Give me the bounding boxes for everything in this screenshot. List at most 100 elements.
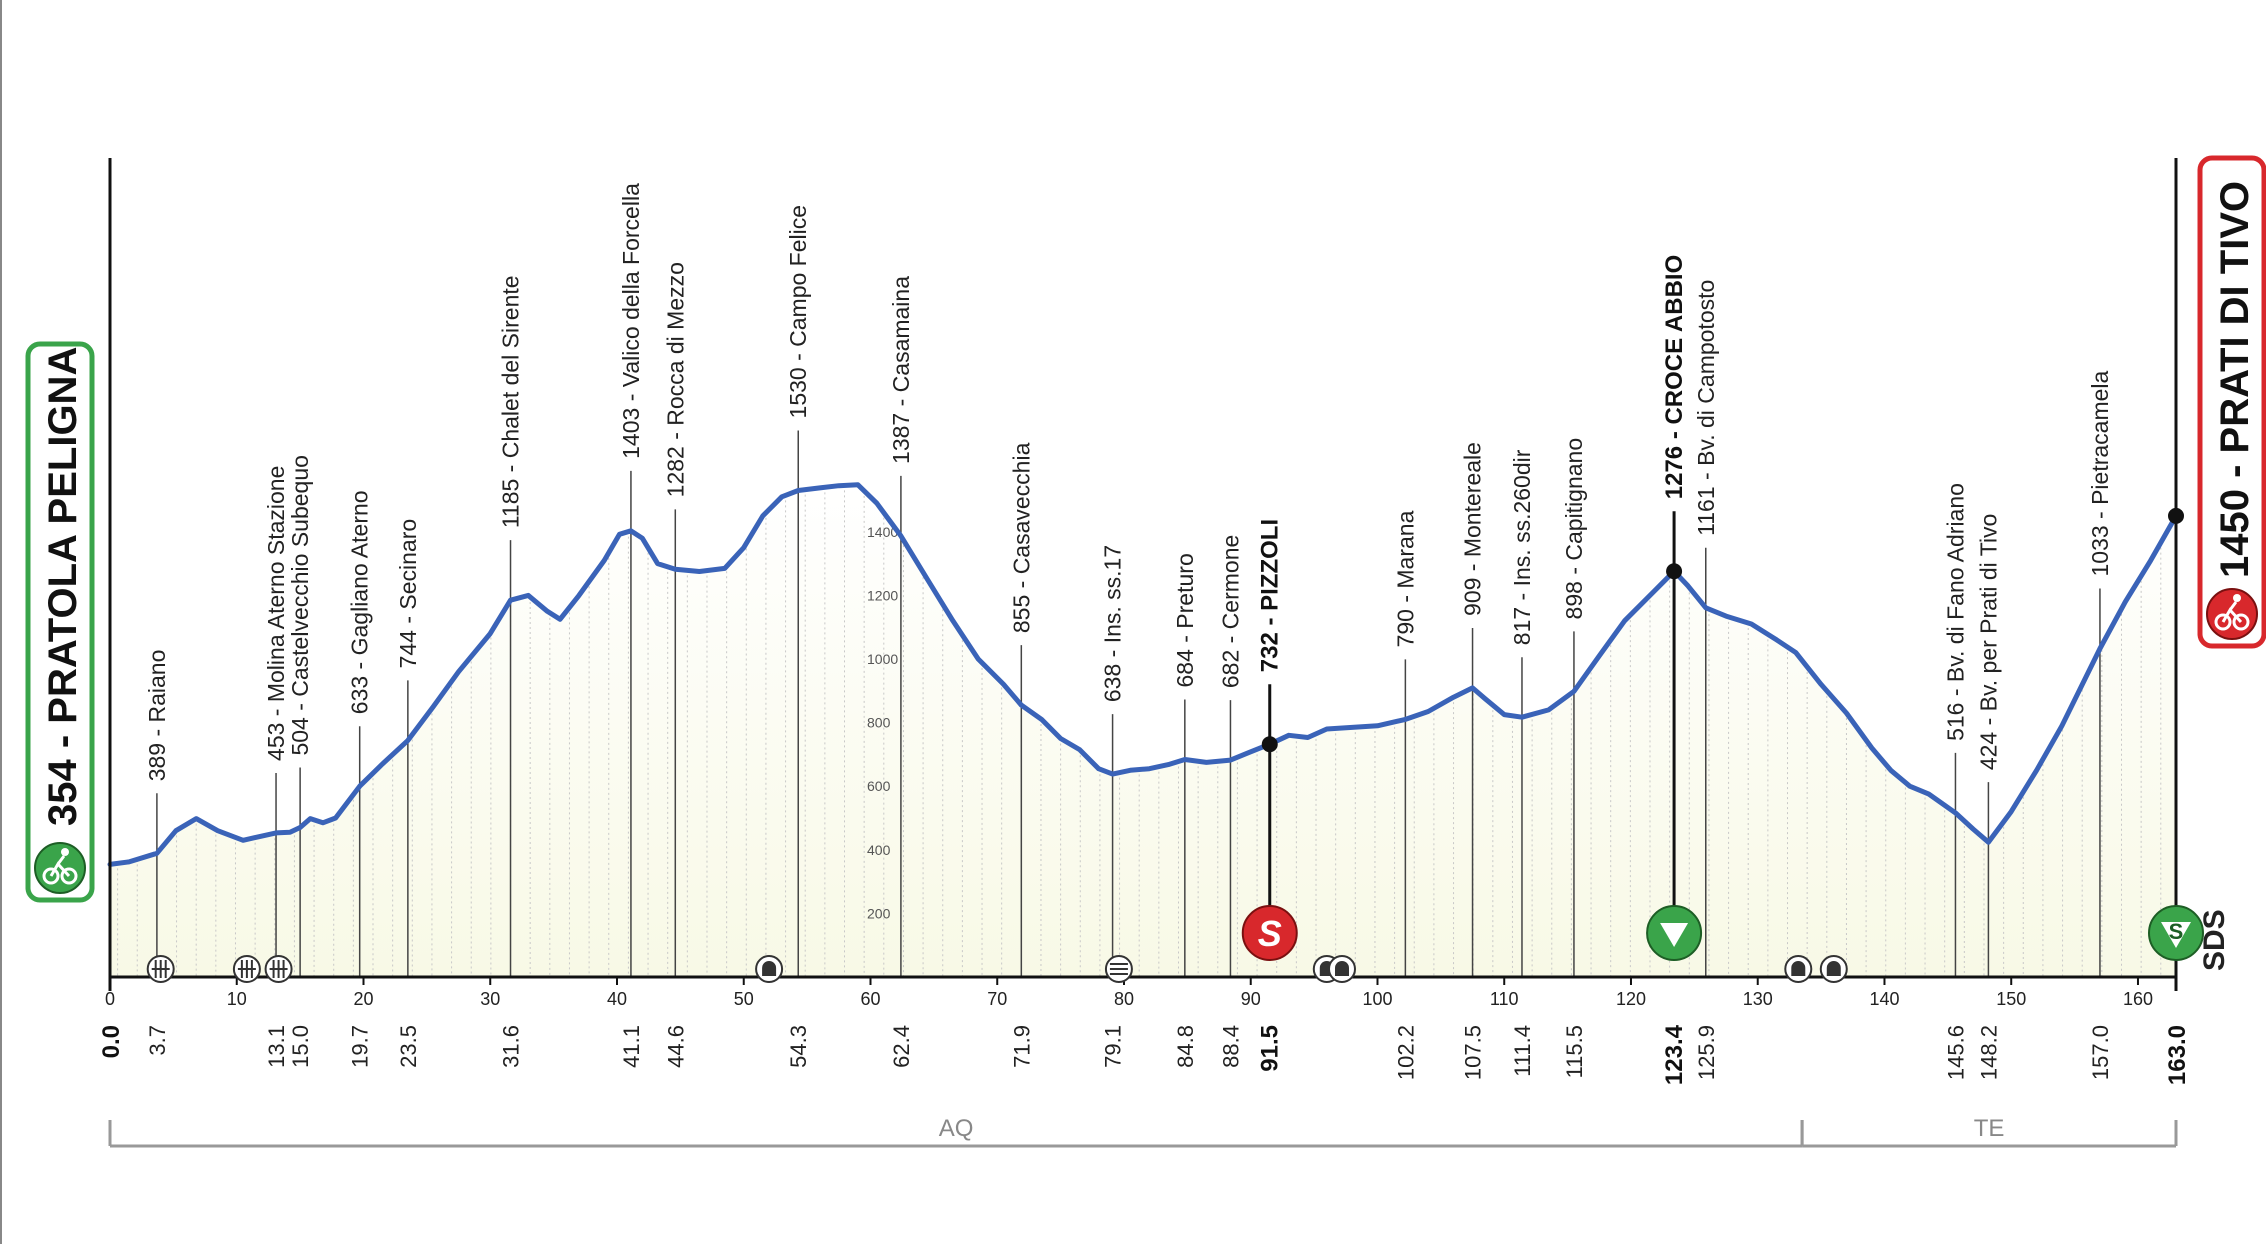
waypoint-label: 516 - Bv. di Fano Adriano bbox=[1942, 483, 1968, 741]
waypoint-label: 638 - Ins. ss.17 bbox=[1100, 545, 1126, 702]
finish-brand-logo: SDS bbox=[2198, 909, 2231, 971]
x-tick-label: 60 bbox=[860, 989, 880, 1009]
waypoint-km-label: 125.9 bbox=[1694, 1025, 1719, 1080]
elevation-tick-label: 400 bbox=[867, 842, 891, 858]
waypoint-label: 1530 - Campo Felice bbox=[785, 205, 811, 419]
waypoint-km-label: 44.6 bbox=[663, 1025, 688, 1068]
waypoint-km-label: 31.6 bbox=[499, 1025, 524, 1068]
profile-line bbox=[107, 482, 2179, 867]
x-tick-label: 140 bbox=[1869, 989, 1899, 1009]
finish-label-box bbox=[2197, 155, 2266, 649]
waypoint-label: 633 - Gagliano Aterno bbox=[347, 490, 373, 714]
waypoint-label: 1282 - Rocca di Mezzo bbox=[662, 262, 688, 497]
waypoint-label: 898 - Capitignano bbox=[1561, 438, 1587, 620]
bike-wheel bbox=[2232, 613, 2250, 631]
x-tick-label: 20 bbox=[353, 989, 373, 1009]
bike-wheel bbox=[2214, 613, 2232, 631]
waypoint-label: 424 - Bv. per Prati di Tivo bbox=[1975, 514, 2001, 771]
road-symbols-layer: S S SDS bbox=[146, 905, 2231, 983]
bike-rider-head bbox=[61, 848, 69, 856]
waypoint-km-label: 54.3 bbox=[786, 1025, 811, 1068]
km-labels-layer: 3.7 13.1 15.0 19.7 23.5 31.6 41.1 44.6 54.3 62.4 7… bbox=[98, 1024, 2191, 1085]
waypoint-label: 855 - Casavecchia bbox=[1008, 442, 1034, 633]
x-tick-label: 90 bbox=[1241, 989, 1261, 1009]
waypoint-label: 453 - Molina Aterno Stazione bbox=[263, 466, 289, 761]
x-tick-label: 120 bbox=[1616, 989, 1646, 1009]
elevation-tick-label: 800 bbox=[867, 715, 891, 731]
waypoint-km-label: 19.7 bbox=[348, 1025, 373, 1068]
tunnel-icon-arch bbox=[1334, 961, 1349, 976]
x-tick-label: 110 bbox=[1490, 989, 1519, 1009]
elevation-tick-label: 600 bbox=[867, 778, 891, 794]
finish-kom-triangle bbox=[2161, 922, 2191, 948]
x-tick-label: 130 bbox=[1743, 989, 1773, 1009]
bike-frame bbox=[49, 855, 71, 878]
waypoint-km-label: 13.1 bbox=[264, 1025, 289, 1068]
waypoint-km-label: 88.4 bbox=[1218, 1025, 1243, 1068]
waypoint-km-label: 102.2 bbox=[1393, 1025, 1418, 1080]
waypoint-label: 1276 - CROCE ABBIO bbox=[1661, 255, 1688, 500]
start-label-box bbox=[25, 341, 95, 903]
waypoint-label: 389 - Raiano bbox=[144, 650, 170, 782]
waypoint-label: 1033 - Pietracamela bbox=[2087, 370, 2113, 576]
waypoint-km-label: 107.5 bbox=[1461, 1025, 1486, 1080]
tunnel-icon-arch bbox=[1826, 961, 1841, 976]
x-tick-label: 30 bbox=[480, 989, 500, 1009]
bike-wheel bbox=[42, 867, 60, 885]
x-tick-label: 100 bbox=[1362, 989, 1392, 1009]
waypoint-dot bbox=[1666, 563, 1683, 580]
x-tick-label: 40 bbox=[607, 989, 627, 1009]
bike-frame bbox=[2221, 601, 2243, 624]
tunnel-icon-arch bbox=[762, 961, 777, 976]
profile-area bbox=[110, 484, 2176, 977]
waypoint-label: 790 - Marana bbox=[1392, 510, 1418, 647]
bike-rider-head bbox=[2233, 594, 2241, 602]
waypoint-label: 684 - Preturo bbox=[1172, 553, 1198, 687]
waypoint-dot bbox=[1261, 736, 1278, 753]
elevation-tick-label: 200 bbox=[867, 905, 891, 921]
elevation-tick-label: 1200 bbox=[867, 587, 898, 603]
waypoint-label: 1161 - Bv. di Campotosto bbox=[1693, 280, 1719, 536]
elevation-tick-label: 1400 bbox=[867, 524, 898, 540]
x-tick-label: 70 bbox=[987, 989, 1007, 1009]
bike-wheel bbox=[60, 867, 78, 885]
waypoint-label: 504 - Castelvecchio Subequo bbox=[287, 455, 313, 755]
waypoint-km-label: 84.8 bbox=[1173, 1025, 1198, 1068]
waypoint-km-label: 62.4 bbox=[889, 1025, 914, 1068]
waypoint-km-label: 3.7 bbox=[145, 1025, 170, 1056]
elevation-labels-layer: 200 400 600 800 1000 1200 1400 bbox=[867, 524, 898, 922]
waypoint-label: 1403 - Valico della Forcella bbox=[618, 183, 644, 459]
waypoint-km-label: 79.1 bbox=[1101, 1025, 1126, 1068]
province-label: AQ bbox=[939, 1115, 974, 1142]
waypoint-km-label: 148.2 bbox=[1976, 1025, 2001, 1080]
waypoint-label: 1185 - Chalet del Sirente bbox=[498, 275, 524, 528]
waypoint-km-label: 15.0 bbox=[288, 1025, 313, 1068]
profile-area-layer bbox=[110, 484, 2176, 977]
start-finish-layer: 354 - PRATOLA PELIGNA 1450 - PRATI DI TIV… bbox=[25, 155, 2266, 903]
start-km-label: 0.0 bbox=[98, 1025, 125, 1058]
waypoint-km-label: 91.5 bbox=[1257, 1025, 1284, 1072]
sprint-icon-letter: S bbox=[1258, 913, 1282, 954]
elevation-tick-label: 1000 bbox=[867, 651, 898, 667]
waypoint-km-label: 145.6 bbox=[1943, 1025, 1968, 1080]
x-tick-label: 150 bbox=[1996, 989, 2026, 1009]
province-layer: AQ TE bbox=[108, 1115, 2178, 1148]
waypoint-km-label: 41.1 bbox=[619, 1025, 644, 1068]
start-label: 354 - PRATOLA PELIGNA bbox=[41, 347, 85, 826]
x-tick-label: 50 bbox=[734, 989, 754, 1009]
finish-km-label: 163.0 bbox=[2164, 1025, 2191, 1085]
waypoint-label: 682 - Cermone bbox=[1217, 535, 1243, 688]
x-tick-label: 80 bbox=[1114, 989, 1134, 1009]
x-tick-label: 10 bbox=[227, 989, 247, 1009]
waypoint-label: 909 - Montereale bbox=[1460, 442, 1486, 616]
waypoint-km-label: 115.5 bbox=[1562, 1025, 1587, 1078]
kom-icon-triangle bbox=[1660, 923, 1689, 947]
waypoint-label: 732 - PIZZOLI bbox=[1257, 519, 1284, 672]
waypoint-km-label: 111.4 bbox=[1510, 1025, 1535, 1077]
sprint-icon bbox=[1241, 905, 1298, 961]
finish-kom-letter: S bbox=[2169, 919, 2184, 944]
waypoint-km-label: 157.0 bbox=[2088, 1025, 2113, 1080]
waypoint-km-label: 123.4 bbox=[1661, 1024, 1688, 1085]
